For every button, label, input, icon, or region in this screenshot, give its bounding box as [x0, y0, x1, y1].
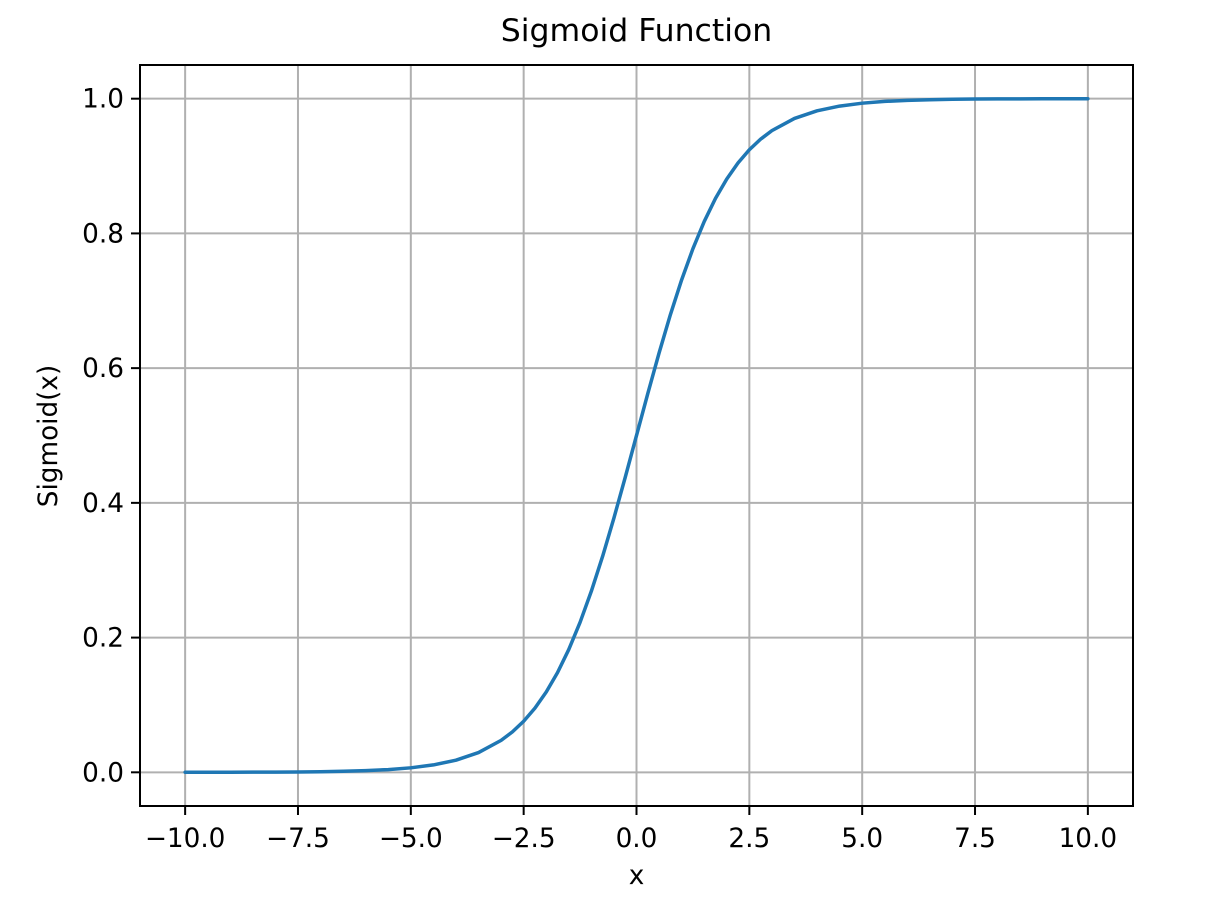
x-axis-label: x [628, 861, 645, 891]
chart-title: Sigmoid Function [500, 13, 773, 49]
x-tick-label: −10.0 [145, 824, 226, 854]
x-tick-label: 10.0 [1059, 824, 1118, 854]
x-tick-label: −5.0 [379, 824, 443, 854]
y-tick-label: 1.0 [82, 85, 124, 115]
y-axis-label: Sigmoid(x) [34, 364, 64, 508]
x-tick-label: 0.0 [616, 824, 658, 854]
x-tick-label: 2.5 [728, 824, 770, 854]
y-tick-label: 0.0 [82, 758, 124, 788]
sigmoid-curve [183, 96, 1090, 775]
y-tick-label: 0.2 [82, 624, 124, 654]
x-tick-label: 7.5 [954, 824, 996, 854]
y-tick-label: 0.6 [82, 354, 124, 384]
x-tick-label: −7.5 [266, 824, 330, 854]
y-tick-label: 0.8 [82, 219, 124, 249]
y-tick-label: 0.4 [82, 489, 124, 519]
x-tick-label: −2.5 [492, 824, 556, 854]
x-tick-label: 5.0 [841, 824, 883, 854]
